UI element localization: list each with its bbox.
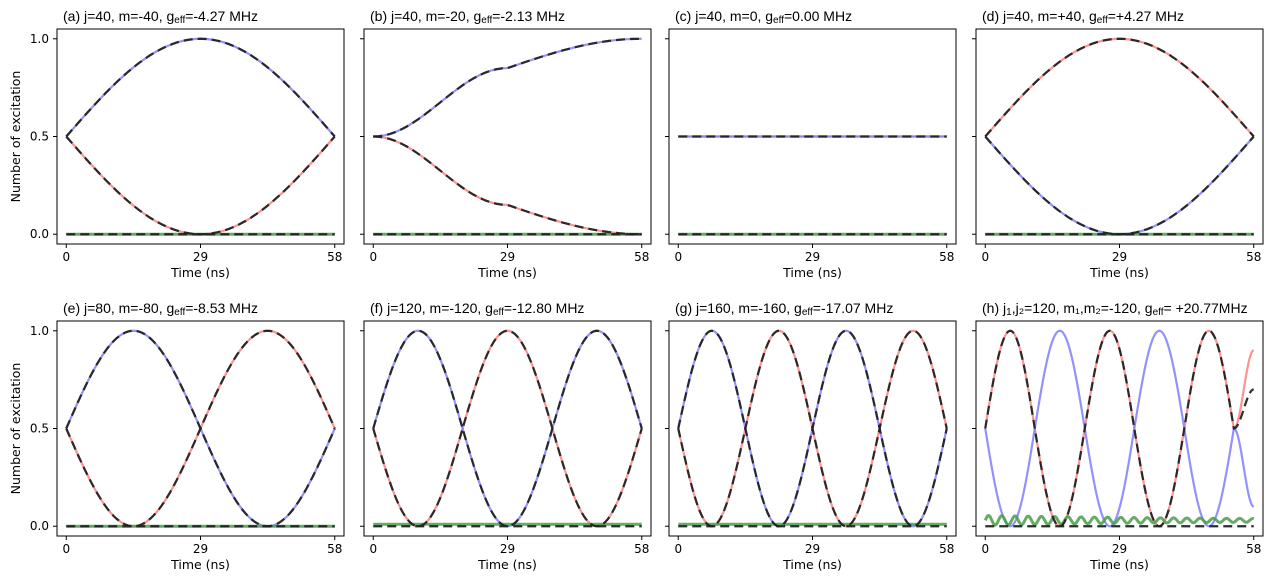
axes-frame xyxy=(363,28,652,245)
y-axis-label: Number of excitation xyxy=(8,71,23,203)
series-group xyxy=(984,37,1255,236)
panel-title: (a) j=40, m=-40, geff=-4.27 MHz xyxy=(63,8,258,26)
x-tick-label: 0 xyxy=(981,542,989,556)
y-tick-label: 1.0 xyxy=(30,32,49,46)
panel-f: 0 29 58 Time (ns) (f) j=120, m=-120, geff=-1… xyxy=(360,300,652,572)
series-group xyxy=(678,135,947,236)
series-group xyxy=(373,37,642,236)
x-tick-label: 29 xyxy=(805,542,820,556)
theory-curve-4 xyxy=(372,329,643,528)
x-axis-label: Time (ns) xyxy=(1089,557,1149,572)
x-tick-label: 58 xyxy=(939,542,954,556)
x-tick-label: 58 xyxy=(327,250,342,264)
x-axis-label: Time (ns) xyxy=(782,265,842,280)
theory-curve-4 xyxy=(677,329,948,528)
y-axis-label: Number of excitation xyxy=(8,363,23,495)
simulation-curve-1 xyxy=(372,329,643,528)
x-tick-label: 29 xyxy=(500,542,515,556)
axes-frame xyxy=(363,320,652,537)
x-tick-label: 0 xyxy=(369,250,377,264)
x-tick-label: 58 xyxy=(634,542,649,556)
x-tick-label: 58 xyxy=(1246,250,1261,264)
x-tick-label: 0 xyxy=(62,250,70,264)
panel-e: 0 29 58 0.0 0.5 1.0 Time (ns) Number of excitat… xyxy=(8,300,345,572)
x-tick-label: 29 xyxy=(805,250,820,264)
x-tick-label: 58 xyxy=(1246,542,1261,556)
series-group xyxy=(65,37,336,236)
x-tick-label: 0 xyxy=(369,542,377,556)
x-axis-label: Time (ns) xyxy=(477,265,537,280)
panel-c: 0 29 58 Time (ns) (c) j=40, m=0, geff=0.00 M… xyxy=(665,8,957,280)
theory-curve-4 xyxy=(65,329,336,528)
simulation-curve-1 xyxy=(984,135,1255,236)
x-tick-label: 0 xyxy=(62,542,70,556)
y-tick-label: 0.0 xyxy=(30,227,49,241)
x-axis-label: Time (ns) xyxy=(477,557,537,572)
y-tick-label: 1.0 xyxy=(30,324,49,338)
series-group xyxy=(372,329,643,528)
x-tick-label: 0 xyxy=(674,542,682,556)
panel-a: 0 29 58 0.0 0.5 1.0 Time (ns) Number of excitat… xyxy=(8,8,345,280)
y-tick-label: 0.0 xyxy=(30,519,49,533)
theory-curve-3 xyxy=(984,329,1254,528)
x-axis-label: Time (ns) xyxy=(170,557,230,572)
panel-g: 0 29 58 Time (ns) (g) j=160, m=-160, geff=-1… xyxy=(665,300,957,572)
panel-title: (e) j=80, m=-80, geff=-8.53 MHz xyxy=(63,300,258,318)
simulation-curve-0 xyxy=(984,37,1255,138)
x-tick-label: 29 xyxy=(1112,542,1127,556)
x-tick-label: 29 xyxy=(193,542,208,556)
x-axis-label: Time (ns) xyxy=(782,557,842,572)
series-group xyxy=(65,329,336,528)
panel-d: 0 29 58 Time (ns) (d) j=40, m=+40, geff=+4.2… xyxy=(972,8,1264,280)
x-tick-label: 0 xyxy=(981,250,989,264)
x-tick-label: 58 xyxy=(327,542,342,556)
axes-frame xyxy=(56,28,345,245)
theory-curve-3 xyxy=(373,135,642,236)
panel-title: (f) j=120, m=-120, geff=-12.80 MHz xyxy=(370,300,584,318)
x-tick-label: 29 xyxy=(193,250,208,264)
theory-curve-4 xyxy=(373,37,642,138)
x-axis-label: Time (ns) xyxy=(170,265,230,280)
theory-curve-3 xyxy=(372,329,643,528)
simulation-curve-0 xyxy=(65,135,336,236)
panel-title: (b) j=40, m=-20, geff=-2.13 MHz xyxy=(370,8,565,26)
x-tick-label: 29 xyxy=(1112,250,1127,264)
panel-title: (d) j=40, m=+40, geff=+4.27 MHz xyxy=(982,8,1184,26)
x-tick-label: 0 xyxy=(674,250,682,264)
y-tick-label: 0.5 xyxy=(30,130,49,144)
panel-title: (g) j=160, m=-160, geff=-17.07 MHz xyxy=(675,300,893,318)
series-group xyxy=(677,329,948,528)
theory-curve-4 xyxy=(65,37,336,138)
simulation-curve-0 xyxy=(984,329,1255,528)
simulation-curve-1 xyxy=(984,329,1255,528)
x-tick-label: 58 xyxy=(939,250,954,264)
simulation-curve-1 xyxy=(65,37,336,138)
theory-curve-4 xyxy=(984,135,1255,236)
x-axis-label: Time (ns) xyxy=(1089,265,1149,280)
theory-curve-3 xyxy=(65,135,336,236)
series-group xyxy=(983,329,1255,528)
simulation-curve-2 xyxy=(983,513,1255,527)
panel-h: 0 29 58 Time (ns) (h) j1,j₂=120, m₁,m₂=-120,… xyxy=(972,300,1264,572)
theory-curve-3 xyxy=(984,37,1255,138)
panel-b: 0 29 58 Time (ns) (b) j=40, m=-20, geff=-2.1… xyxy=(360,8,652,280)
panel-title: (c) j=40, m=0, geff=0.00 MHz xyxy=(675,8,852,26)
panel-title: (h) j1,j₂=120, m₁,m₂=-120, geff= +20.77M… xyxy=(982,300,1248,318)
y-tick-label: 0.5 xyxy=(30,422,49,436)
x-tick-label: 29 xyxy=(500,250,515,264)
x-tick-label: 58 xyxy=(634,250,649,264)
simulation-curve-0 xyxy=(372,329,643,528)
axes-frame xyxy=(975,28,1264,245)
